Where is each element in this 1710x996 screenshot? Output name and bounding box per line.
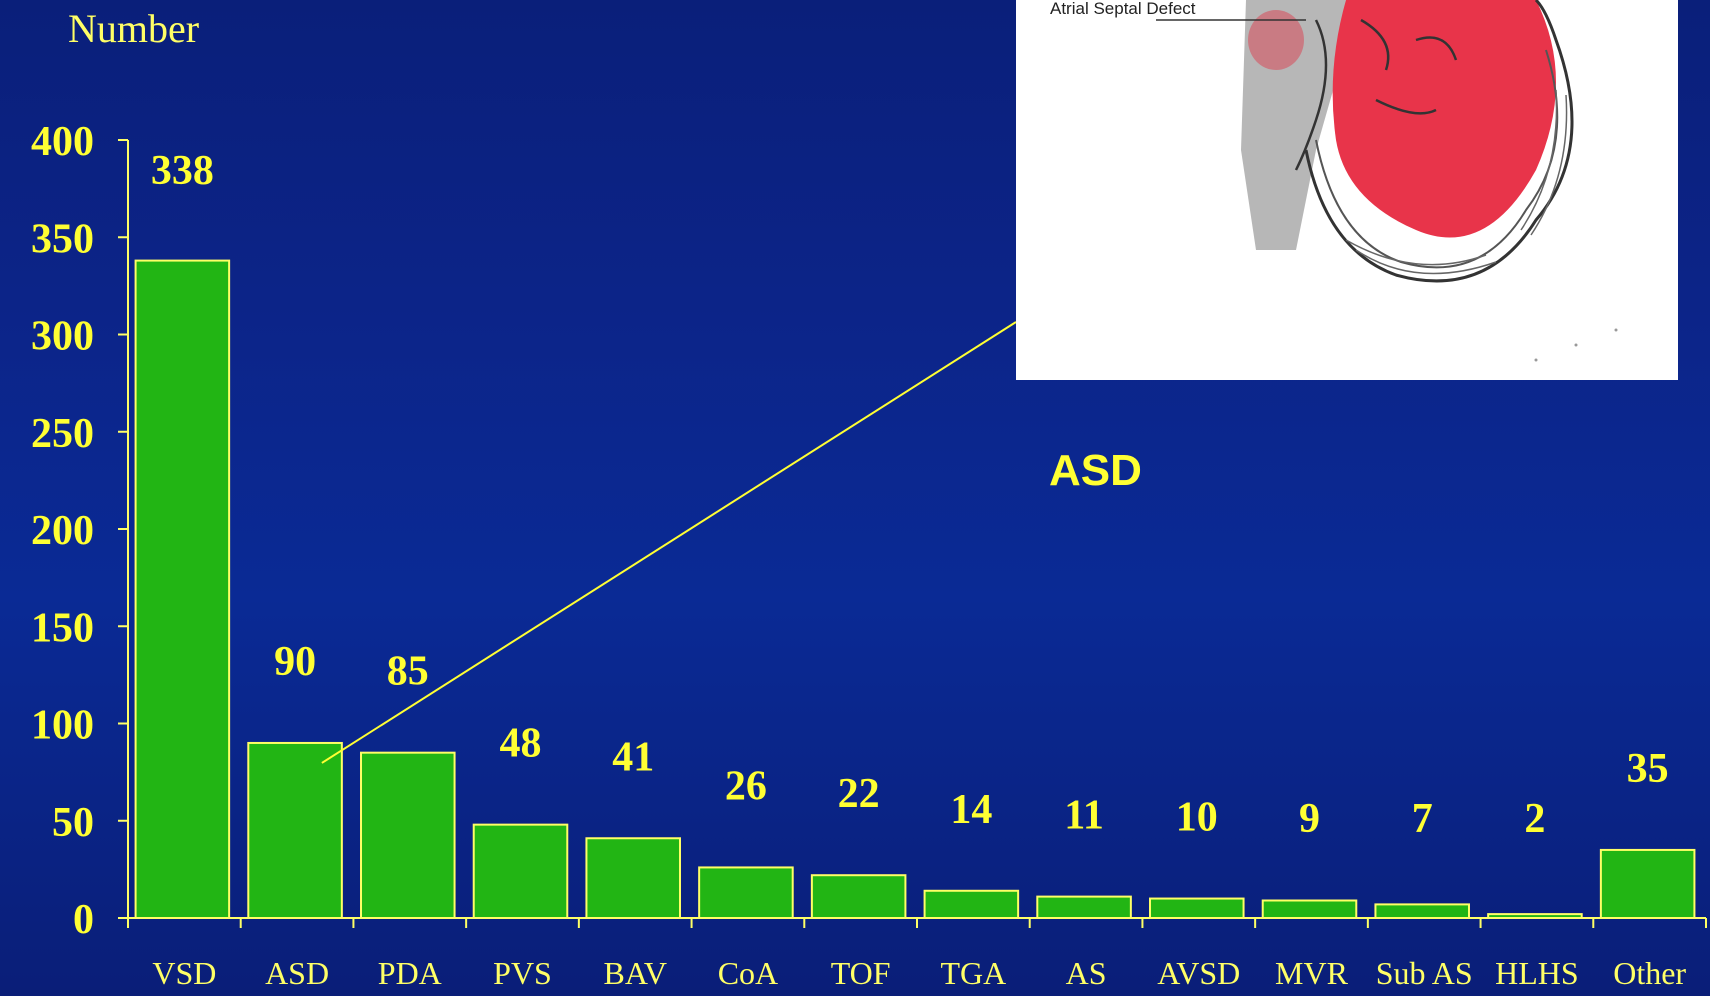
- bar-mvr: [1261, 899, 1358, 919]
- y-tick-label: 300: [31, 314, 94, 360]
- data-label: 338: [151, 148, 214, 194]
- y-tick-label: 250: [31, 411, 94, 457]
- x-category-label: PDA: [378, 955, 442, 991]
- data-label: 14: [950, 787, 992, 833]
- x-category-label: AS: [1066, 955, 1107, 991]
- y-tick-label: 150: [31, 605, 94, 651]
- data-label: 85: [387, 649, 429, 695]
- x-category-label: HLHS: [1495, 955, 1579, 991]
- y-tick-label: 400: [31, 119, 94, 165]
- y-tick-label: 350: [31, 216, 94, 262]
- data-label: 11: [1064, 793, 1104, 839]
- data-label: 26: [725, 763, 767, 809]
- x-category-label: VSD: [152, 955, 216, 991]
- y-tick-label: 50: [52, 800, 94, 846]
- bar-pda: [360, 751, 456, 919]
- x-category-label: MVR: [1275, 955, 1349, 991]
- heart-illustration: [1156, 0, 1618, 362]
- data-label: 48: [500, 721, 542, 767]
- x-category-label: TOF: [831, 955, 891, 991]
- data-labels: VSD 338 ASD 90 PDA 85 PVS 48 BAV 41 CoA 26 TOF 22 TGA 1…: [151, 148, 1687, 991]
- bar-coa: [698, 866, 794, 919]
- x-category-label: TGA: [940, 955, 1006, 991]
- x-category-label: Sub AS: [1376, 955, 1473, 991]
- bar-sub-as: [1374, 903, 1470, 920]
- bar-vsd: [134, 259, 231, 919]
- data-label: 22: [838, 771, 880, 817]
- diagram-label: Atrial Septal Defect: [1050, 0, 1196, 18]
- bar-tga: [923, 889, 1020, 920]
- bars: [134, 259, 1696, 920]
- callout-line: [321, 321, 1017, 764]
- y-tick-label: 100: [31, 703, 94, 749]
- bar-asd: [247, 741, 343, 920]
- data-label: 2: [1524, 796, 1545, 842]
- x-category-label: CoA: [718, 955, 778, 991]
- inset-caption: ASD: [1049, 446, 1142, 495]
- x-category-label: ASD: [265, 955, 329, 991]
- data-label: 7: [1412, 796, 1433, 842]
- y-tick-label: 200: [31, 508, 94, 554]
- data-label: 90: [274, 639, 316, 685]
- heart-diagram-image: Atrial Septal Defect: [1016, 0, 1678, 380]
- bar-avsd: [1149, 897, 1245, 919]
- data-label: 41: [612, 734, 654, 780]
- data-label: 35: [1627, 746, 1669, 792]
- x-category-label: AVSD: [1157, 955, 1240, 991]
- x-category-label: BAV: [603, 955, 666, 991]
- x-category-label: Other: [1613, 955, 1686, 991]
- bar-hlhs: [1487, 913, 1583, 919]
- data-label: 10: [1176, 795, 1218, 841]
- axes: 0 50 100 150 200 250 300 350 400: [31, 119, 1707, 943]
- y-axis-title: Number: [68, 6, 199, 51]
- data-label: 9: [1299, 796, 1320, 842]
- x-category-label: PVS: [493, 955, 552, 991]
- bar-other: [1599, 848, 1696, 919]
- bar-tof: [810, 874, 907, 920]
- bar-pvs: [472, 823, 569, 920]
- bar-as: [1036, 895, 1132, 919]
- bar-bav: [585, 837, 681, 920]
- y-tick-label: 0: [73, 897, 94, 943]
